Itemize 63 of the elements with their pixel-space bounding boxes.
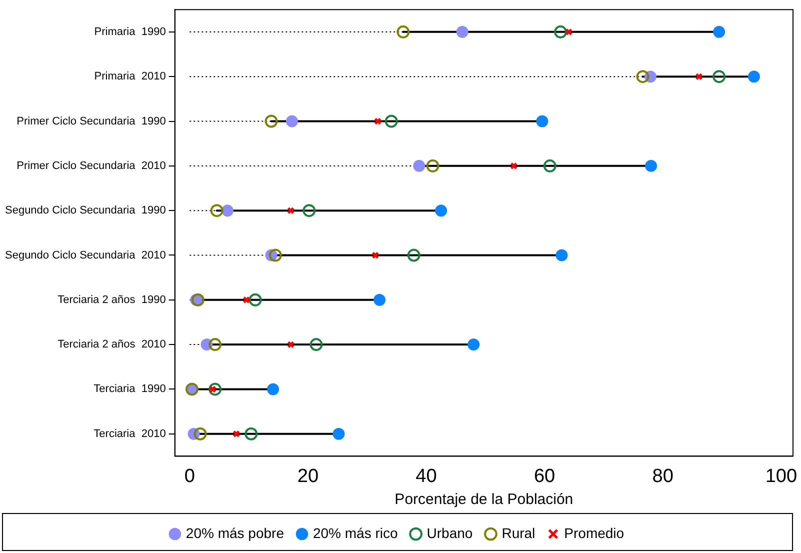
x-tick-label: 40	[416, 466, 437, 487]
point	[287, 340, 295, 348]
point	[210, 204, 224, 218]
y-tick-label: Terciaria 1990	[94, 383, 166, 396]
point	[712, 70, 726, 84]
y-tick-label: Primer Ciclo Secundaria 1990	[16, 115, 166, 128]
point	[565, 28, 573, 36]
y-tick-label: Segundo Ciclo Secundaria 2010	[4, 249, 166, 262]
point	[286, 115, 298, 128]
x-axis-title: Porcentaje de la Población	[394, 491, 574, 508]
point	[396, 25, 410, 38]
point	[310, 338, 323, 352]
point	[208, 338, 222, 352]
point	[208, 382, 222, 396]
point	[407, 248, 420, 262]
point	[264, 114, 278, 128]
x-tick-label: 80	[652, 466, 674, 487]
point	[242, 296, 250, 304]
point	[244, 427, 258, 440]
point	[456, 26, 468, 38]
y-tick-label: Segundo Ciclo Secundaria 1990	[4, 204, 166, 217]
point	[426, 159, 440, 172]
y-tick-label: Terciaria 2 años 1990	[58, 294, 166, 306]
point	[374, 118, 382, 125]
point	[194, 427, 207, 440]
point	[695, 72, 703, 80]
point	[556, 249, 568, 262]
point	[287, 206, 295, 214]
point	[374, 294, 386, 306]
legend-label: 20% más pobre	[186, 524, 284, 541]
point	[384, 114, 398, 128]
x-tick-label: 100	[765, 466, 798, 487]
legend-label: Rural	[502, 524, 536, 541]
point	[510, 162, 518, 170]
y-tick-label: Terciaria 2 años 2010	[58, 338, 166, 351]
point	[332, 428, 345, 440]
point	[554, 25, 568, 38]
legend-label: Urbano	[426, 524, 473, 541]
legend-label: Promedio	[564, 524, 624, 541]
point	[302, 204, 316, 218]
point	[221, 204, 234, 217]
point	[435, 204, 448, 217]
point	[372, 252, 380, 259]
y-tick-label: Primer Ciclo Secundaria 2010	[16, 160, 166, 172]
point	[636, 70, 650, 84]
point	[248, 293, 262, 306]
point	[413, 160, 426, 172]
point	[748, 70, 760, 83]
y-tick-label: Terciaria 2010	[94, 428, 166, 440]
x-tick-label: 60	[534, 466, 556, 487]
point	[543, 159, 556, 172]
y-tick-label: Primaria 1990	[94, 26, 166, 38]
point	[713, 26, 726, 38]
x-tick-label: 0	[184, 466, 195, 487]
legend-label: 20% más rico	[312, 524, 398, 541]
point	[232, 430, 240, 438]
point	[468, 338, 480, 351]
point	[645, 160, 658, 172]
y-tick-label: Primaria 2010	[94, 70, 166, 83]
point	[268, 248, 282, 262]
x-tick-label: 20	[297, 466, 319, 487]
point	[536, 115, 548, 128]
point	[267, 383, 280, 396]
